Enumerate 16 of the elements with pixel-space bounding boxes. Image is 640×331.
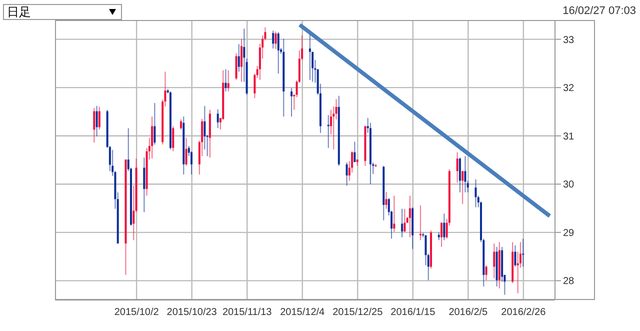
y-tick-label: 30	[563, 180, 575, 191]
text: 16/02/27 07:03	[562, 5, 636, 17]
y-tick-label: 31	[563, 131, 575, 142]
y-tick-label: 33	[563, 34, 575, 46]
x-tick-label: 2016/2/5	[448, 307, 488, 318]
y-tick-label: 28	[563, 276, 575, 288]
x-tick-label: 2016/1/15	[390, 307, 436, 318]
x-tick-label: 2015/10/23	[166, 307, 218, 318]
x-tick-label: 2015/10/2	[114, 307, 160, 318]
y-tick-label: 29	[563, 228, 575, 239]
y-tick-label: 32	[563, 83, 575, 94]
dropdown-field: 日足	[3, 4, 122, 20]
x-tick-label: 2015/12/25	[332, 307, 384, 318]
x-tick-label: 2016/2/26	[501, 307, 546, 318]
x-tick-label: 2015/12/4	[280, 307, 326, 318]
x-tick-label: 2015/11/13	[222, 307, 272, 318]
